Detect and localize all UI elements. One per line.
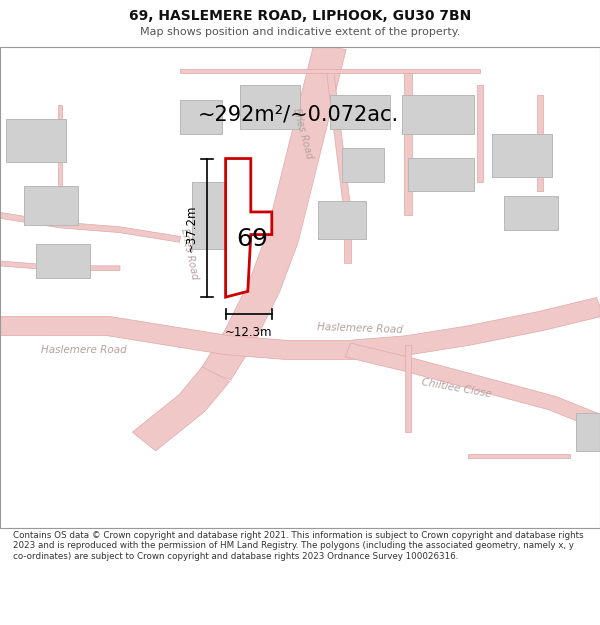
Text: ~37.2m: ~37.2m xyxy=(185,204,198,252)
Polygon shape xyxy=(58,104,62,201)
Polygon shape xyxy=(0,298,600,359)
Polygon shape xyxy=(346,343,600,429)
Polygon shape xyxy=(477,86,483,182)
Text: Map shows position and indicative extent of the property.: Map shows position and indicative extent… xyxy=(140,26,460,36)
Polygon shape xyxy=(405,345,411,432)
Bar xyxy=(492,134,552,177)
Bar xyxy=(576,412,600,451)
Polygon shape xyxy=(404,71,412,215)
Text: ~12.3m: ~12.3m xyxy=(225,326,272,339)
Polygon shape xyxy=(468,454,570,458)
Bar xyxy=(180,100,222,134)
Bar xyxy=(408,158,474,191)
Text: Erles Road: Erles Road xyxy=(179,228,199,281)
Text: Haslemere Road: Haslemere Road xyxy=(41,345,127,355)
Bar xyxy=(6,119,66,162)
Text: 69: 69 xyxy=(236,228,268,251)
Bar xyxy=(504,196,558,230)
Bar xyxy=(318,201,366,239)
Bar xyxy=(36,244,90,278)
Text: Chiltlee Close: Chiltlee Close xyxy=(420,378,492,399)
Text: ~292m²/~0.072ac.: ~292m²/~0.072ac. xyxy=(198,104,399,124)
Bar xyxy=(342,148,384,182)
Polygon shape xyxy=(326,71,352,264)
Polygon shape xyxy=(180,69,480,73)
Text: Erles Road: Erles Road xyxy=(292,107,314,160)
Polygon shape xyxy=(0,261,120,271)
Bar xyxy=(402,95,474,134)
Polygon shape xyxy=(0,213,181,243)
Bar xyxy=(24,186,78,225)
Polygon shape xyxy=(201,44,346,380)
Bar xyxy=(192,182,228,249)
Text: Haslemere Road: Haslemere Road xyxy=(317,322,403,335)
Text: Contains OS data © Crown copyright and database right 2021. This information is : Contains OS data © Crown copyright and d… xyxy=(13,531,584,561)
Polygon shape xyxy=(226,159,272,297)
Text: 69, HASLEMERE ROAD, LIPHOOK, GU30 7BN: 69, HASLEMERE ROAD, LIPHOOK, GU30 7BN xyxy=(129,9,471,23)
Bar xyxy=(240,86,300,129)
Polygon shape xyxy=(133,367,230,451)
Bar xyxy=(330,95,390,129)
Polygon shape xyxy=(537,95,543,191)
